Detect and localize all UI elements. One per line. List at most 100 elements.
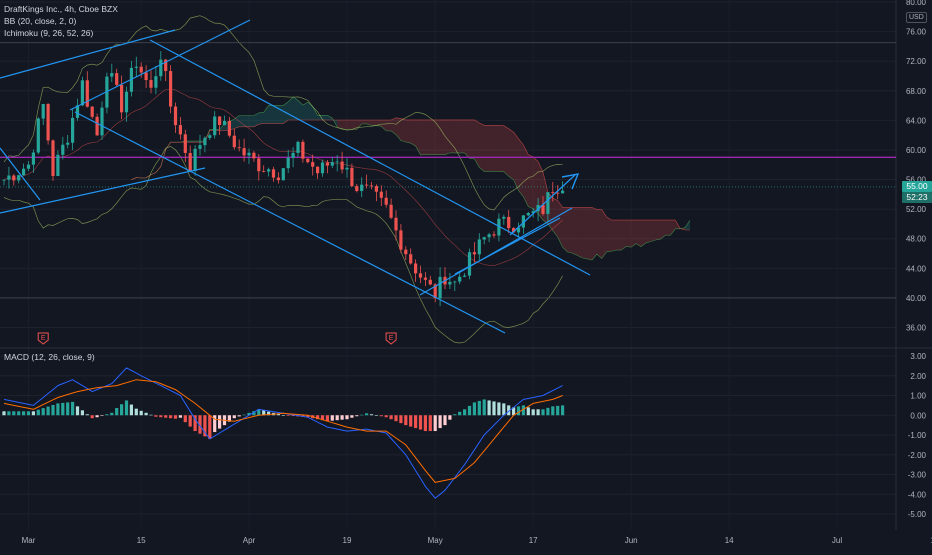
cloud-segment: [636, 220, 641, 246]
macd-legend[interactable]: MACD (12, 26, close, 9): [4, 352, 95, 363]
macd-histogram-bar: [154, 415, 157, 416]
cloud-segment: [489, 125, 494, 171]
macd-histogram-bar: [331, 415, 334, 420]
symbol-legend[interactable]: DraftKings Inc., 4h, Cboe BZX: [4, 4, 118, 15]
cloud-segment: [249, 116, 254, 127]
bear-candle: [140, 67, 143, 73]
bull-candle: [194, 149, 197, 171]
bear-candle: [370, 186, 373, 187]
time-axis-label: 17: [529, 536, 538, 545]
cloud-segment: [617, 220, 622, 250]
macd-axis-label: 1.00: [910, 392, 926, 401]
macd-axis-label: -3.00: [908, 471, 927, 480]
price-axis-label: 68.00: [906, 87, 927, 96]
time-axis-label: Apr: [243, 536, 256, 545]
bear-candle: [301, 142, 304, 159]
last-price-tag: 55.00: [902, 181, 932, 192]
cloud-segment: [239, 116, 244, 127]
cloud-segment: [631, 220, 636, 247]
cloud-segment: [323, 115, 328, 120]
macd-histogram-bar: [22, 411, 25, 415]
bull-candle: [81, 80, 84, 105]
cloud-segment: [278, 105, 283, 123]
time-axis-label: Mar: [22, 536, 36, 545]
macd-histogram-bar: [502, 403, 505, 415]
ichimoku-legend[interactable]: Ichimoku (9, 26, 52, 26): [4, 28, 93, 39]
bull-candle: [458, 277, 461, 282]
macd-histogram-bar: [115, 408, 118, 415]
bull-candle: [213, 116, 216, 135]
bear-candle: [233, 136, 236, 148]
bear-candle: [189, 153, 192, 171]
bollinger-legend[interactable]: BB (20, close, 2, 0): [4, 16, 76, 27]
macd-histogram-bar: [492, 401, 495, 415]
cloud-segment: [455, 120, 460, 153]
macd-histogram-bar: [532, 409, 535, 415]
macd-histogram-bar: [56, 403, 59, 415]
macd-histogram-bar: [145, 413, 148, 415]
bear-candle: [228, 121, 231, 136]
macd-histogram-bar: [238, 415, 241, 416]
bear-candle: [86, 80, 89, 106]
price-axis-label: 44.00: [906, 264, 927, 273]
macd-histogram-bar: [105, 414, 108, 415]
cloud-segment: [269, 105, 274, 123]
bear-candle: [399, 230, 402, 249]
macd-histogram-bar: [47, 407, 50, 416]
macd-histogram-bar: [399, 415, 402, 423]
bear-candle: [184, 134, 187, 153]
macd-histogram-bar: [385, 415, 388, 417]
cloud-segment: [440, 120, 445, 155]
bull-candle: [336, 162, 339, 163]
price-axis-label: 80.00: [906, 0, 927, 7]
cloud-segment: [499, 125, 504, 171]
bear-candle: [350, 168, 353, 186]
cloud-segment: [450, 120, 455, 153]
macd-histogram-bar: [483, 399, 486, 415]
bear-candle: [365, 185, 368, 186]
macd-histogram-bar: [561, 405, 564, 415]
bear-candle: [174, 107, 177, 126]
bull-candle: [110, 73, 113, 76]
bull-candle: [527, 213, 530, 215]
cloud-segment: [259, 112, 264, 124]
bear-candle: [507, 217, 510, 228]
macd-histogram-bar: [355, 415, 358, 416]
macd-histogram-bar: [434, 415, 437, 431]
bull-candle: [483, 237, 486, 239]
cloud-segment: [465, 120, 470, 158]
cloud-segment: [582, 207, 587, 258]
cloud-segment: [568, 207, 573, 253]
macd-histogram-bar: [473, 402, 476, 415]
bear-candle: [492, 234, 495, 235]
macd-histogram-bar: [125, 400, 128, 415]
macd-histogram-bar: [184, 415, 187, 422]
cloud-segment: [602, 210, 607, 259]
bull-candle: [247, 153, 250, 156]
macd-histogram-bar: [375, 415, 378, 416]
macd-histogram-bar: [218, 415, 221, 428]
cloud-segment: [612, 220, 617, 251]
bull-candle: [61, 145, 64, 155]
cloud-segment: [362, 120, 367, 124]
macd-histogram-bar: [488, 400, 491, 415]
bear-candle: [145, 72, 148, 80]
cloud-segment: [494, 125, 499, 171]
cloud-segment: [592, 207, 597, 260]
macd-histogram-bar: [100, 415, 103, 416]
cloud-segment: [577, 207, 582, 257]
cloud-segment: [479, 123, 484, 172]
cloud-segment: [342, 120, 347, 129]
bear-candle: [252, 153, 255, 159]
cloud-segment: [626, 220, 631, 247]
macd-axis-label: -2.00: [908, 451, 927, 460]
currency-badge[interactable]: USD: [906, 12, 927, 23]
cloud-segment: [406, 120, 411, 143]
macd-histogram-bar: [12, 411, 15, 415]
macd-histogram-bar: [189, 415, 192, 426]
macd-histogram-bar: [478, 401, 481, 415]
cloud-segment: [621, 220, 626, 250]
bull-candle: [159, 60, 162, 77]
